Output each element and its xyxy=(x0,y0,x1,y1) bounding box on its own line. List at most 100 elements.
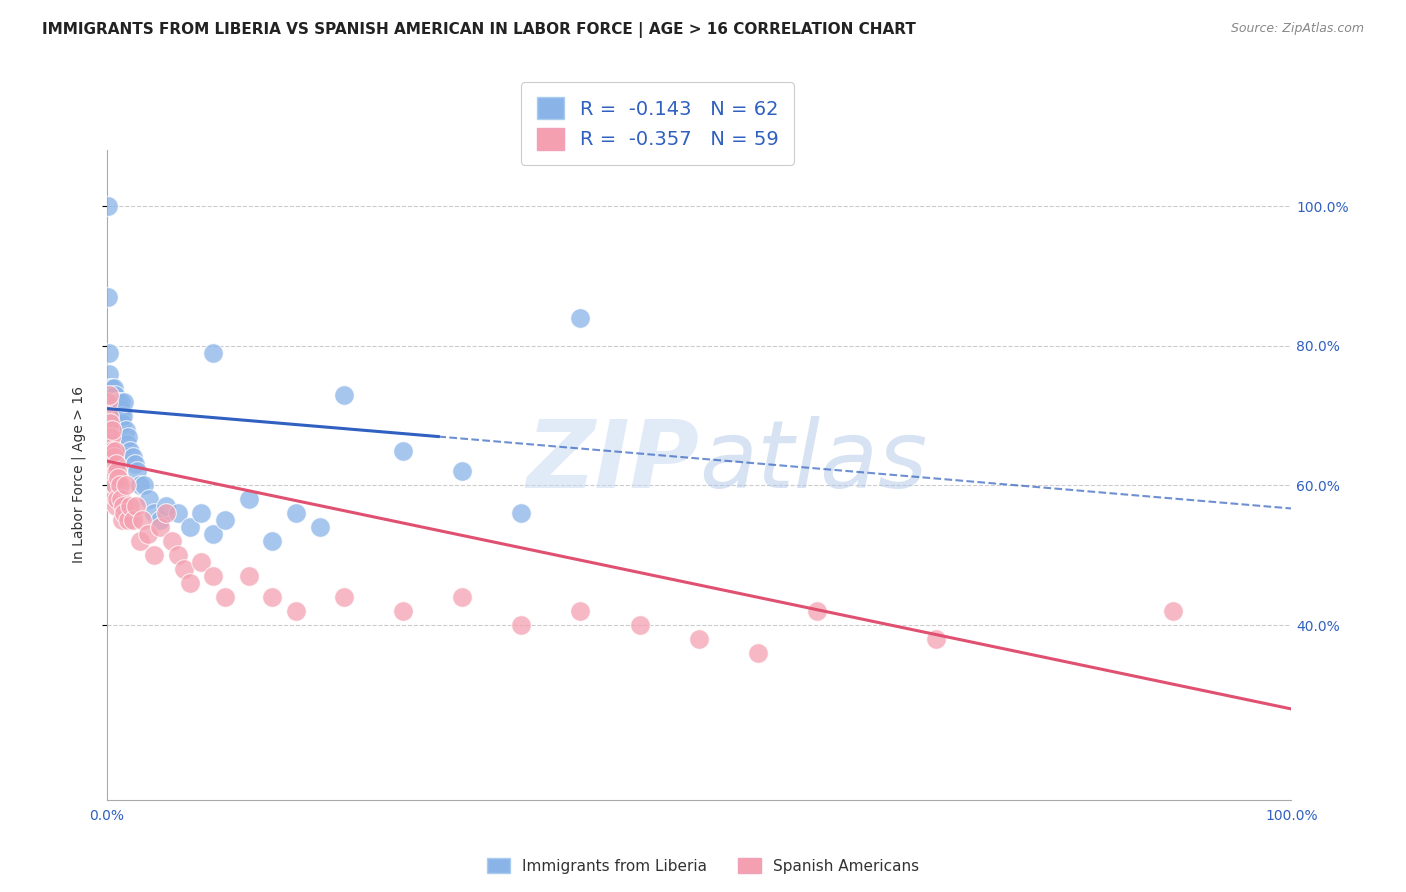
Point xyxy=(105,423,128,437)
Point xyxy=(127,465,149,479)
Point xyxy=(101,387,124,401)
Point xyxy=(98,436,121,450)
Point xyxy=(173,562,195,576)
Point xyxy=(111,416,134,430)
Point xyxy=(110,492,132,507)
Point xyxy=(332,387,354,401)
Point xyxy=(510,507,533,521)
Point xyxy=(108,478,131,492)
Point xyxy=(105,458,128,472)
Point xyxy=(110,394,132,409)
Point xyxy=(179,576,201,591)
Point xyxy=(98,409,121,423)
Point xyxy=(134,478,156,492)
Point xyxy=(925,632,948,646)
Point xyxy=(125,500,148,514)
Point xyxy=(628,618,651,632)
Point xyxy=(160,534,183,549)
Point xyxy=(138,492,160,507)
Point xyxy=(100,394,122,409)
Point xyxy=(112,409,135,423)
Text: atlas: atlas xyxy=(699,417,927,508)
Text: IMMIGRANTS FROM LIBERIA VS SPANISH AMERICAN IN LABOR FORCE | AGE > 16 CORRELATIO: IMMIGRANTS FROM LIBERIA VS SPANISH AMERI… xyxy=(42,22,917,38)
Point xyxy=(136,527,159,541)
Point xyxy=(143,549,166,563)
Point xyxy=(104,401,127,416)
Point xyxy=(117,513,139,527)
Point xyxy=(747,646,769,660)
Point xyxy=(115,436,138,450)
Point xyxy=(100,416,122,430)
Point xyxy=(155,507,177,521)
Point xyxy=(128,534,150,549)
Point xyxy=(97,367,120,381)
Point xyxy=(179,520,201,534)
Point xyxy=(97,345,120,359)
Point xyxy=(101,423,124,437)
Point xyxy=(104,423,127,437)
Point xyxy=(112,394,135,409)
Point xyxy=(117,429,139,443)
Point xyxy=(105,492,128,507)
Point xyxy=(131,513,153,527)
Point xyxy=(202,345,225,359)
Point xyxy=(97,387,120,401)
Point xyxy=(262,534,284,549)
Point xyxy=(105,465,128,479)
Point xyxy=(105,500,128,514)
Point xyxy=(112,507,135,521)
Point xyxy=(391,443,413,458)
Point xyxy=(285,604,308,618)
Point xyxy=(124,458,146,472)
Point xyxy=(100,465,122,479)
Point xyxy=(98,416,121,430)
Point xyxy=(262,590,284,604)
Point xyxy=(98,381,121,395)
Point xyxy=(214,590,236,604)
Point xyxy=(332,590,354,604)
Point xyxy=(103,381,125,395)
Point xyxy=(101,401,124,416)
Point xyxy=(108,401,131,416)
Legend: Immigrants from Liberia, Spanish Americans: Immigrants from Liberia, Spanish America… xyxy=(481,852,925,880)
Point xyxy=(238,569,260,583)
Text: Source: ZipAtlas.com: Source: ZipAtlas.com xyxy=(1230,22,1364,36)
Point xyxy=(166,549,188,563)
Point xyxy=(202,527,225,541)
Point xyxy=(121,513,143,527)
Point xyxy=(103,409,125,423)
Point xyxy=(105,409,128,423)
Point xyxy=(510,618,533,632)
Point xyxy=(114,478,136,492)
Point xyxy=(100,429,122,443)
Point xyxy=(97,443,120,458)
Point xyxy=(111,513,134,527)
Point xyxy=(285,507,308,521)
Point xyxy=(166,507,188,521)
Point xyxy=(101,443,124,458)
Point xyxy=(110,409,132,423)
Point xyxy=(569,604,592,618)
Point xyxy=(238,492,260,507)
Point xyxy=(391,604,413,618)
Point xyxy=(451,590,474,604)
Point xyxy=(114,423,136,437)
Point xyxy=(97,290,120,304)
Point xyxy=(107,394,129,409)
Point xyxy=(120,500,142,514)
Point xyxy=(105,401,128,416)
Point xyxy=(107,471,129,485)
Point xyxy=(103,492,125,507)
Point xyxy=(112,500,135,514)
Point xyxy=(97,394,120,409)
Point xyxy=(155,500,177,514)
Point xyxy=(190,507,212,521)
Point xyxy=(100,387,122,401)
Text: ZIP: ZIP xyxy=(526,416,699,508)
Point xyxy=(98,394,121,409)
Point xyxy=(190,555,212,569)
Point xyxy=(108,416,131,430)
Point xyxy=(688,632,710,646)
Legend: R =  -0.143   N = 62, R =  -0.357   N = 59: R = -0.143 N = 62, R = -0.357 N = 59 xyxy=(522,82,794,165)
Point xyxy=(103,394,125,409)
